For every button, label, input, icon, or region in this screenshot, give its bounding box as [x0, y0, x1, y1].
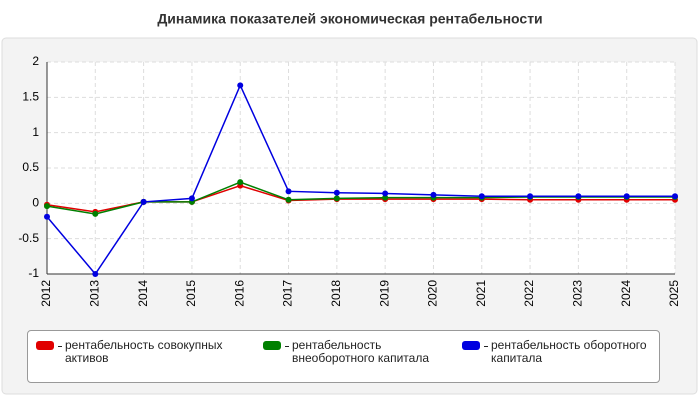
y-tick-label: 0: [32, 196, 39, 210]
data-point: [382, 194, 389, 201]
data-point: [527, 193, 534, 200]
legend-label: рентабельность совокупных активов: [65, 338, 223, 365]
legend: рентабельность совокупных активов рентабе…: [27, 330, 660, 383]
x-tick-label: 2022: [522, 280, 536, 307]
legend-item: рентабельность внеоборотного капитала: [263, 339, 467, 365]
data-point: [92, 210, 99, 217]
data-point: [478, 193, 485, 200]
y-tick-label: 0.5: [22, 160, 39, 174]
x-tick-label: 2012: [39, 280, 53, 307]
legend-swatch: [462, 341, 480, 350]
y-tick-label: -0.5: [18, 231, 39, 245]
data-point: [333, 195, 340, 202]
data-point: [333, 189, 340, 196]
data-point: [92, 271, 99, 277]
legend-swatch: [36, 341, 54, 350]
x-tick-label: 2024: [619, 280, 633, 307]
x-tick-label: 2014: [136, 280, 150, 307]
legend-item: рентабельность оборотного капитала: [462, 339, 681, 365]
data-point: [382, 190, 389, 197]
series-line: [46, 83, 675, 276]
y-tick-label: -1: [28, 266, 39, 280]
data-point: [44, 213, 50, 220]
legend-label: рентабельность оборотного капитала: [491, 338, 647, 365]
data-point: [575, 193, 582, 200]
data-point: [140, 198, 147, 205]
y-tick-label: 2: [32, 54, 39, 68]
legend-dash: [58, 346, 62, 347]
data-point: [188, 195, 195, 202]
x-tick-label: 2020: [426, 280, 440, 307]
legend-label: рентабельность внеоборотного капитала: [292, 338, 429, 365]
legend-dash: [285, 346, 289, 347]
x-tick-label: 2021: [474, 280, 488, 307]
data-point: [237, 82, 244, 89]
x-tick-label: 2016: [232, 280, 246, 307]
data-point: [285, 196, 292, 203]
chart-title: Динамика показателей экономическая рента…: [157, 11, 542, 27]
x-tick-label: 2025: [667, 280, 681, 307]
x-tick-label: 2013: [87, 280, 101, 307]
data-point: [285, 188, 292, 195]
x-tick-label: 2017: [281, 280, 295, 307]
y-tick-label: 1.5: [22, 90, 39, 104]
data-point: [237, 179, 244, 186]
data-point: [623, 193, 630, 200]
data-point: [672, 193, 678, 200]
legend-item: рентабельность совокупных активов: [36, 339, 245, 365]
legend-swatch: [263, 341, 281, 350]
x-tick-label: 2018: [329, 280, 343, 307]
data-point: [44, 203, 50, 210]
legend-dash: [484, 346, 488, 347]
x-tick-label: 2023: [571, 280, 585, 307]
x-tick-label: 2019: [377, 280, 391, 307]
plot-area: [47, 62, 675, 274]
x-tick-label: 2015: [184, 280, 198, 307]
data-point: [430, 191, 437, 198]
y-tick-label: 1: [32, 125, 39, 139]
